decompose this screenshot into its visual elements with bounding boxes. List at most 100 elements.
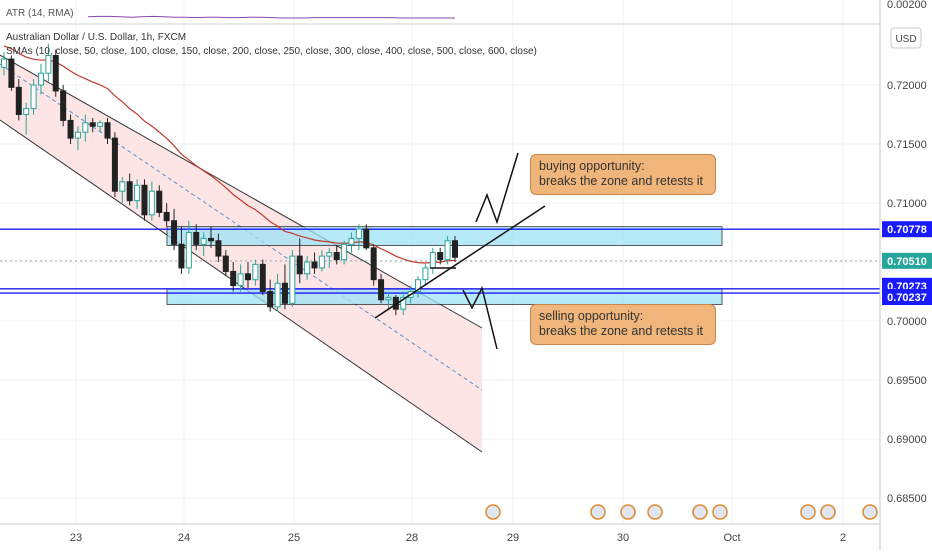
selling-callout-line-1: selling opportunity: [539,309,644,323]
currency-button[interactable] [890,27,922,49]
candle-body-5 [37,72,44,86]
candle-body-4 [30,84,37,110]
y-tick-label-1: 0.71500 [887,139,927,151]
candle-body-41 [304,261,311,275]
selling-callout-line-2: breaks the zone and retests it [539,324,703,338]
x-tick-label-7: 2 [840,532,846,544]
buy-path [475,152,519,225]
event-marker-7[interactable] [820,504,836,520]
channel-fill [0,55,482,452]
candle-body-25 [185,232,192,269]
y-tick-label-6: 0.69000 [887,434,927,446]
candle-body-0 [1,58,7,68]
candle-body-24 [178,243,185,269]
y-tick-label-4: 0.70000 [887,316,927,328]
buying-callout: buying opportunity: breaks the zone and … [530,154,716,195]
candle-body-21 [156,190,163,213]
trend-drawings [374,152,546,350]
candle-body-47 [348,237,355,245]
candle-body-37 [274,282,281,308]
candle-body-16 [119,181,126,192]
event-marker-6[interactable] [800,504,816,520]
candle-body-40 [296,255,303,275]
candle-body-27 [200,237,207,245]
candle-body-54 [400,296,407,310]
y-tick-label-5: 0.69500 [887,375,927,387]
x-tick-label-4: 29 [507,532,519,544]
candle-body-44 [326,252,333,257]
candle-body-56 [415,279,422,293]
candle-body-6 [45,55,52,74]
candle-body-33 [244,273,251,281]
candle-body-19 [141,184,148,216]
candle-body-9 [67,119,74,139]
event-marker-1[interactable] [590,504,606,520]
y-tick-label-0: 0.72000 [887,80,927,92]
candle-body-43 [318,255,325,269]
candle-body-26 [193,232,200,245]
sma-label: SMAs (10, close, 50, close, 100, close, … [6,46,537,57]
candle-body-8 [60,90,67,121]
candle-body-38 [281,282,288,304]
x-tick-label-1: 24 [178,532,190,544]
candle-body-22 [163,211,170,222]
price-level-tag-label-3: 0.70237 [887,292,927,304]
candle-body-58 [429,252,436,269]
x-tick-label-2: 25 [288,532,300,544]
selling-callout: selling opportunity: breaks the zone and… [530,304,716,345]
candle-body-45 [333,252,340,261]
candle-body-7 [52,55,59,92]
candles [1,43,458,316]
candle-body-49 [363,228,370,249]
zones [0,226,880,305]
candle-body-30 [222,255,229,272]
candle-body-52 [385,296,392,301]
buying-callout-line-2: breaks the zone and retests it [539,174,703,188]
candle-body-60 [444,240,451,261]
symbol-title: Australian Dollar / U.S. Dollar, 1h, FXC… [6,32,186,43]
price-level-tag-3 [882,289,932,306]
price-level-tag-label-1: 0.70510 [887,256,927,268]
candle-body-32 [237,273,244,287]
sma-line [3,45,456,264]
event-marker-2[interactable] [620,504,636,520]
candle-body-20 [148,190,155,216]
candle-body-13 [97,122,104,127]
candle-body-18 [134,184,141,202]
x-tick-label-5: 30 [617,532,629,544]
candle-body-42 [311,261,318,269]
x-tick-label-3: 28 [406,532,418,544]
resistance-zone [166,226,723,246]
event-marker-4[interactable] [692,504,708,520]
support-zone [166,288,723,305]
event-marker-8[interactable] [862,504,878,520]
event-marker-3[interactable] [647,504,663,520]
candle-body-17 [126,181,133,202]
event-marker-5[interactable] [712,504,728,520]
buying-callout-line-1: buying opportunity: [539,159,645,173]
candle-body-29 [215,240,222,257]
candle-body-50 [370,247,377,281]
candle-body-3 [23,108,30,115]
candle-body-12 [89,122,96,127]
candle-body-31 [230,270,237,287]
candle-body-23 [171,220,178,245]
candle-body-35 [259,263,266,292]
y-tick-label-2: 0.71000 [887,198,927,210]
event-marker-0[interactable] [485,504,501,520]
atr-pane [87,15,455,19]
candle-body-61 [452,240,458,258]
candle-body-59 [437,252,444,261]
candle-body-11 [82,122,89,133]
channel-upper-line [0,54,483,329]
candle-body-15 [111,137,118,192]
price-level-tag-0 [882,221,932,238]
x-tick-label-0: 23 [70,532,82,544]
candle-body-14 [104,122,111,139]
event-markers [485,504,878,520]
candle-body-51 [378,279,385,301]
ascending-trendline [374,205,546,319]
